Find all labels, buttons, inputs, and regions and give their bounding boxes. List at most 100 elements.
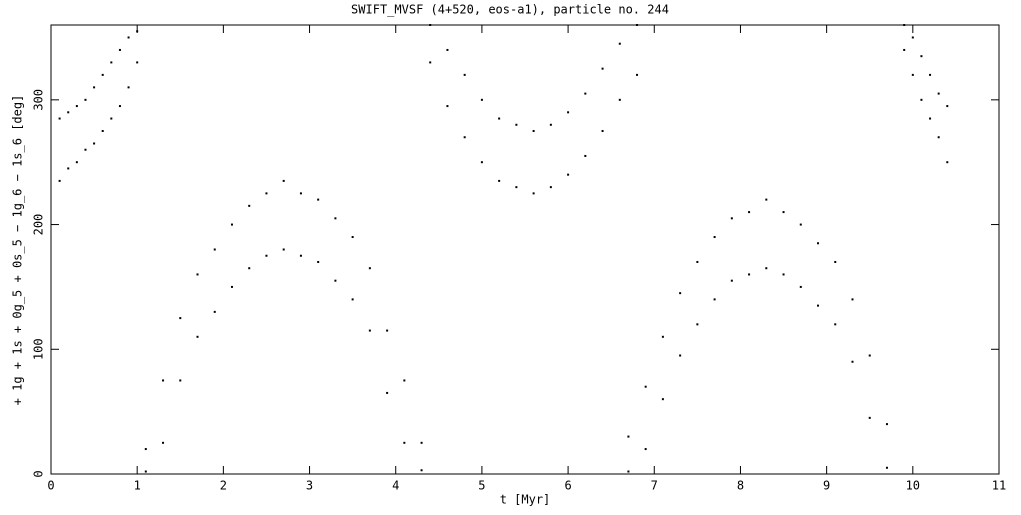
point bbox=[730, 279, 733, 282]
point bbox=[248, 204, 251, 207]
point bbox=[299, 254, 302, 257]
point bbox=[127, 86, 130, 89]
point bbox=[937, 92, 940, 95]
point bbox=[230, 285, 233, 288]
point bbox=[196, 335, 199, 338]
point bbox=[817, 242, 820, 245]
point bbox=[498, 179, 501, 182]
x-axis-label: t [Myr] bbox=[500, 493, 551, 507]
y-tick-label: 300 bbox=[32, 89, 46, 111]
point bbox=[549, 123, 552, 126]
x-tick-label: 9 bbox=[823, 479, 830, 493]
point bbox=[317, 260, 320, 263]
point bbox=[463, 73, 466, 76]
point bbox=[351, 236, 354, 239]
point bbox=[644, 448, 647, 451]
y-axis-label: + 1g + 1s + 0g_5 + 0s_5 − 1g_6 − 1s_6 [d… bbox=[11, 95, 25, 406]
point bbox=[75, 105, 78, 108]
point bbox=[351, 298, 354, 301]
point bbox=[696, 323, 699, 326]
point bbox=[334, 217, 337, 220]
point bbox=[84, 98, 87, 101]
point bbox=[765, 198, 768, 201]
point bbox=[162, 441, 165, 444]
point bbox=[765, 267, 768, 270]
point bbox=[248, 267, 251, 270]
plot-frame bbox=[50, 24, 1000, 475]
chart-title: SWIFT_MVSF (4+520, eos-a1), particle no.… bbox=[351, 3, 669, 17]
point bbox=[420, 441, 423, 444]
point bbox=[58, 117, 61, 120]
point bbox=[868, 354, 871, 357]
point bbox=[799, 285, 802, 288]
point bbox=[911, 73, 914, 76]
point bbox=[93, 142, 96, 145]
point bbox=[618, 98, 621, 101]
point bbox=[196, 273, 199, 276]
point bbox=[498, 117, 501, 120]
point bbox=[799, 223, 802, 226]
point bbox=[101, 73, 104, 76]
point bbox=[661, 335, 664, 338]
point bbox=[136, 61, 139, 64]
point bbox=[213, 248, 216, 251]
point bbox=[127, 36, 130, 39]
point bbox=[885, 466, 888, 469]
point bbox=[713, 236, 716, 239]
point bbox=[584, 92, 587, 95]
point bbox=[480, 98, 483, 101]
point bbox=[265, 254, 268, 257]
point bbox=[636, 73, 639, 76]
point bbox=[618, 42, 621, 45]
point bbox=[601, 67, 604, 70]
point bbox=[532, 192, 535, 195]
point bbox=[730, 217, 733, 220]
point bbox=[265, 192, 268, 195]
point bbox=[144, 470, 147, 473]
y-tick-label: 100 bbox=[32, 338, 46, 360]
point bbox=[679, 354, 682, 357]
point bbox=[782, 273, 785, 276]
point bbox=[549, 186, 552, 189]
x-tick-label: 0 bbox=[47, 479, 54, 493]
point bbox=[403, 379, 406, 382]
x-tick-label: 5 bbox=[478, 479, 485, 493]
point bbox=[67, 167, 70, 170]
point bbox=[403, 441, 406, 444]
point bbox=[713, 298, 716, 301]
point bbox=[567, 111, 570, 114]
y-tick-label: 200 bbox=[32, 214, 46, 236]
point bbox=[748, 273, 751, 276]
point bbox=[317, 198, 320, 201]
x-tick-label: 3 bbox=[306, 479, 313, 493]
point bbox=[911, 36, 914, 39]
x-tick-label: 11 bbox=[992, 479, 1006, 493]
point bbox=[67, 111, 70, 114]
point bbox=[834, 323, 837, 326]
point bbox=[110, 61, 113, 64]
y-tick-label: 0 bbox=[32, 470, 46, 477]
point bbox=[644, 385, 647, 388]
x-tick-label: 8 bbox=[737, 479, 744, 493]
point bbox=[636, 24, 639, 26]
point bbox=[136, 30, 139, 33]
point bbox=[696, 260, 699, 263]
point bbox=[368, 267, 371, 270]
point bbox=[84, 148, 87, 151]
point bbox=[93, 86, 96, 89]
point bbox=[480, 161, 483, 164]
point bbox=[601, 130, 604, 133]
point bbox=[946, 105, 949, 108]
x-tick-label: 7 bbox=[651, 479, 658, 493]
point bbox=[334, 279, 337, 282]
point bbox=[929, 117, 932, 120]
point bbox=[627, 435, 630, 438]
point bbox=[463, 136, 466, 139]
point bbox=[903, 24, 906, 26]
point bbox=[903, 48, 906, 51]
point bbox=[868, 416, 871, 419]
point bbox=[368, 329, 371, 332]
point bbox=[118, 48, 121, 51]
point bbox=[567, 173, 570, 176]
point bbox=[851, 360, 854, 363]
